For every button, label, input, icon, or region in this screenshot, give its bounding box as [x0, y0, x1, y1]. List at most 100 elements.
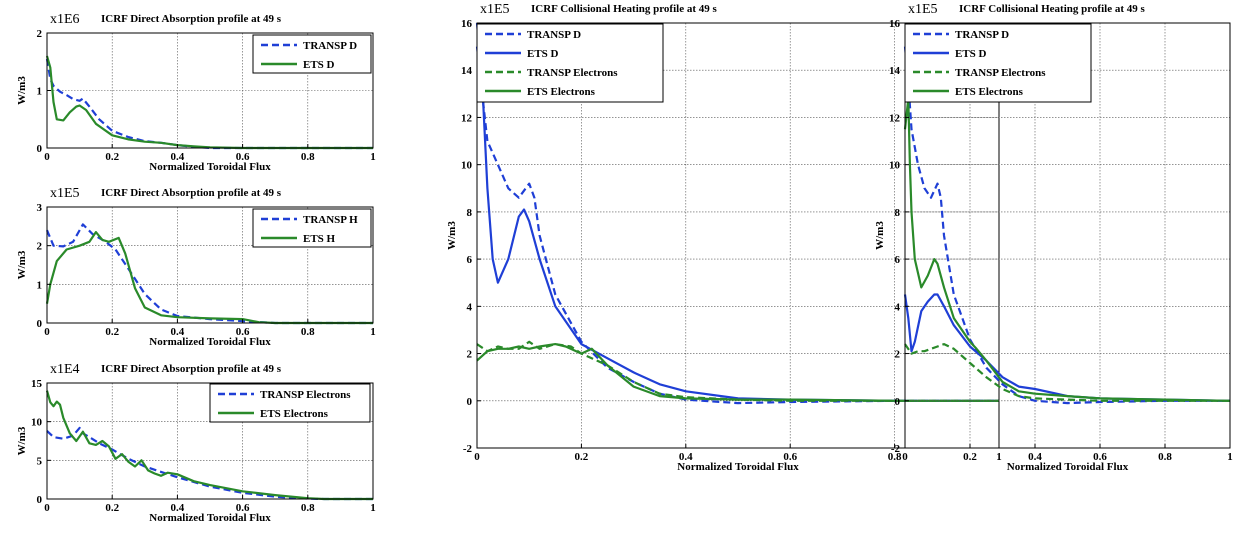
series-line-ets-electrons — [45, 390, 373, 501]
series-line-transp-electrons — [904, 343, 1230, 402]
legend: TRANSP H ETS H — [252, 208, 372, 248]
series-line-transp-h — [45, 223, 373, 325]
legend: TRANSP Electrons ETS Electrons — [209, 383, 371, 423]
y-tick-label: 6 — [895, 254, 901, 266]
y-tick-label: -2 — [463, 443, 473, 455]
legend-box — [252, 208, 372, 248]
x-tick-label: 0 — [44, 151, 50, 163]
y-tick-label: 10 — [461, 160, 473, 172]
y-tick-label: 0 — [467, 396, 473, 408]
y-tick-label: 2 — [37, 241, 43, 253]
chart-panel-2: 0 0.2 0.4 0.6 0.8 1 0 1 2 3 x1E5 ICRF Direct Absorp… — [16, 186, 376, 348]
y-tick-label: 12 — [461, 112, 473, 124]
x-tick-label: 0.2 — [963, 451, 977, 463]
series-line-ets-d — [45, 55, 373, 150]
axis-multiplier: x1E6 — [50, 12, 80, 27]
axis-multiplier: x1E5 — [50, 186, 80, 201]
chart-title: ICRF Direct Absorption profile at 49 s — [101, 13, 282, 25]
y-axis-label: W/m3 — [874, 221, 886, 250]
x-tick-label: 0.8 — [301, 151, 315, 163]
chart-panel-1: 0 0.2 0.4 0.6 0.8 1 0 1 2 x1E6 ICRF Direct Absorpt… — [16, 12, 376, 173]
x-tick-label: 1 — [370, 151, 376, 163]
legend-box — [209, 383, 371, 423]
x-tick-label: 1 — [370, 502, 376, 514]
series-line-ets-electrons — [476, 343, 999, 402]
legend-label: ETS D — [303, 59, 335, 71]
y-tick-label: 0 — [895, 396, 901, 408]
y-tick-label: 4 — [895, 301, 901, 313]
legend-label: ETS D — [527, 48, 559, 60]
legend-label: TRANSP D — [303, 40, 357, 52]
y-tick-label: 0 — [37, 494, 43, 506]
legend-box — [904, 23, 1092, 103]
legend-label: ETS H — [303, 233, 336, 245]
series-line-ets-h — [45, 231, 373, 325]
y-tick-label: 2 — [895, 349, 901, 361]
legend: TRANSP D ETS D TRANSP Electrons ETS Electro… — [904, 23, 1092, 103]
y-tick-label: 12 — [889, 112, 901, 124]
legend-box — [252, 34, 372, 74]
x-tick-label: 0.8 — [888, 451, 902, 463]
y-tick-label: 2 — [467, 349, 473, 361]
plot-frame — [904, 22, 1231, 449]
x-tick-label: 0.6 — [236, 151, 250, 163]
x-tick-label: 0 — [44, 502, 50, 514]
x-tick-label: 0.8 — [301, 326, 315, 338]
y-tick-label: 10 — [31, 417, 43, 429]
legend-box — [476, 23, 664, 103]
legend-label: TRANSP Electrons — [955, 67, 1046, 79]
x-tick-label: 0.8 — [1158, 451, 1172, 463]
axis-multiplier: x1E4 — [50, 362, 80, 377]
x-tick-label: 0.4 — [171, 151, 185, 163]
plot-frame — [46, 206, 374, 324]
x-tick-label: 0.6 — [1093, 451, 1107, 463]
x-tick-label: 0 — [44, 326, 50, 338]
y-tick-label: 10 — [889, 160, 901, 172]
legend-label: TRANSP D — [527, 29, 581, 41]
y-axis-label: W/m3 — [446, 221, 458, 250]
x-tick-label: 0.2 — [105, 326, 119, 338]
legend: TRANSP D ETS D — [252, 34, 372, 74]
legend-label: TRANSP D — [955, 29, 1009, 41]
y-axis-label: W/m3 — [16, 76, 28, 105]
x-tick-label: 0.6 — [236, 326, 250, 338]
plot-frame — [46, 382, 374, 500]
axis-multiplier: x1E5 — [480, 2, 510, 17]
x-tick-label: 1 — [1227, 451, 1233, 463]
y-tick-label: -2 — [891, 443, 901, 455]
x-tick-label: 0.6 — [783, 451, 797, 463]
x-tick-label: 1 — [370, 326, 376, 338]
chart-title: ICRF Direct Absorption profile at 49 s — [101, 363, 282, 375]
y-tick-label: 0 — [37, 318, 43, 330]
y-tick-label: 2 — [37, 28, 43, 40]
x-tick-label: 0.6 — [236, 502, 250, 514]
legend-label: ETS Electrons — [955, 86, 1024, 98]
y-tick-label: 16 — [889, 18, 901, 30]
chart-title: ICRF Collisional Heating profile at 49 s — [959, 3, 1146, 15]
y-tick-label: 6 — [467, 254, 473, 266]
legend-label: ETS D — [955, 48, 987, 60]
x-axis-label: Normalized Toroidal Flux — [149, 512, 271, 524]
x-tick-label: 1 — [996, 451, 1002, 463]
y-tick-label: 15 — [31, 378, 43, 390]
series-line-transp-electrons — [46, 426, 373, 501]
x-tick-label: 0.4 — [1028, 451, 1042, 463]
y-tick-label: 4 — [467, 301, 473, 313]
x-axis-label: Normalized Toroidal Flux — [1007, 461, 1129, 473]
y-tick-label: 1 — [37, 86, 43, 98]
y-tick-label: 8 — [467, 207, 473, 219]
x-tick-label: 0 — [902, 451, 908, 463]
x-tick-label: 0.2 — [105, 151, 119, 163]
x-tick-label: 0.4 — [171, 326, 185, 338]
x-axis-label: Normalized Toroidal Flux — [677, 461, 799, 473]
chart-title: ICRF Collisional Heating profile at 49 s — [531, 3, 718, 15]
y-tick-label: 3 — [37, 202, 43, 214]
x-tick-label: 0.4 — [679, 451, 693, 463]
series-line-transp-d — [903, 46, 1230, 405]
series-line-ets-electrons — [903, 97, 1231, 402]
plot-frame — [476, 22, 1000, 449]
y-axis-label: W/m3 — [16, 250, 28, 279]
